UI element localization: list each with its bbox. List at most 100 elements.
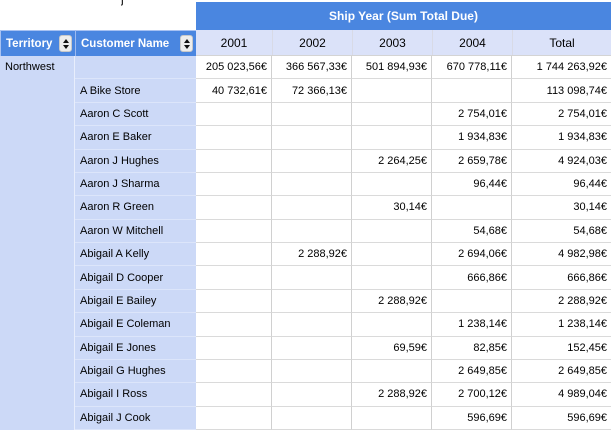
value-cell: 96,44€ — [512, 172, 611, 197]
value-cell — [196, 359, 272, 384]
sort-icon[interactable] — [180, 35, 193, 52]
clipped-text-artifact: j — [121, 0, 129, 6]
value-cell: 96,44€ — [432, 172, 512, 197]
value-cell: 54,68€ — [512, 219, 611, 243]
value-cell: 4 989,04€ — [512, 383, 611, 407]
table-row: Aaron C Scott 2 754,01€ 2 754,01€ — [75, 102, 611, 127]
value-cell: 30,14€ — [512, 196, 611, 220]
territory-value: Northwest — [5, 61, 55, 73]
table-row: Aaron R Green 30,14€ 30,14€ — [75, 196, 611, 220]
value-cell: 1 238,14€ — [512, 313, 611, 337]
value-cell — [272, 196, 352, 220]
value-cell — [272, 359, 352, 384]
value-cell: 2 264,25€ — [352, 149, 432, 173]
year-header-2001[interactable]: 2001 — [220, 35, 248, 50]
value-cell — [196, 313, 272, 337]
customer-cell: Abigail D Cooper — [75, 266, 196, 290]
rows: 205 023,56€ 366 567,33€ 501 894,93€ 670 778… — [75, 56, 611, 430]
customer-cell: Aaron E Baker — [75, 126, 196, 150]
value-cell: 2 288,92€ — [352, 289, 432, 314]
value-cell — [196, 289, 272, 314]
value-cell — [272, 126, 352, 150]
table-row: Abigail E Coleman 1 238,14€ 1 238,14€ — [75, 313, 611, 337]
value-cell: 205 023,56€ — [196, 56, 272, 80]
year-header-2004[interactable]: 2004 — [432, 30, 512, 55]
value-cell — [196, 102, 272, 127]
year-header-2002[interactable]: 2002 — [272, 30, 352, 55]
customer-cell: Abigail E Coleman — [75, 313, 196, 337]
value-cell — [196, 219, 272, 243]
year-header-total[interactable]: Total — [512, 30, 611, 55]
value-cell — [432, 196, 512, 220]
value-cell — [352, 172, 432, 197]
value-cell: 666,86€ — [432, 266, 512, 290]
value-cell — [272, 383, 352, 407]
customer-cell: Abigail G Hughes — [75, 359, 196, 384]
value-cell: 4 982,98€ — [512, 243, 611, 267]
value-cell: 1 744 263,92€ — [512, 56, 611, 80]
value-cell — [352, 313, 432, 337]
value-cell: 2 694,06€ — [432, 243, 512, 267]
sort-up-arrow-icon — [183, 38, 190, 43]
value-cell — [432, 79, 512, 103]
value-cell: 69,59€ — [352, 336, 432, 360]
value-cell — [352, 243, 432, 267]
year-header-row: 2001 2002 2003 2004 Total — [196, 30, 611, 56]
value-cell: 666,86€ — [512, 266, 611, 290]
customer-cell: Aaron J Hughes — [75, 149, 196, 173]
value-cell — [272, 172, 352, 197]
value-cell — [272, 289, 352, 314]
customer-cell: Abigail J Cook — [75, 406, 196, 430]
value-cell — [196, 243, 272, 267]
value-cell: 366 567,33€ — [272, 56, 352, 80]
value-cell — [272, 149, 352, 173]
ship-year-group-header[interactable]: Ship Year (Sum Total Due) — [196, 2, 611, 30]
year-header-2003[interactable]: 2003 — [352, 30, 432, 55]
table-row: Abigail D Cooper 666,86€ 666,86€ — [75, 266, 611, 290]
table-row: Aaron E Baker 1 934,83€ 1 934,83€ — [75, 126, 611, 150]
territory-header-label: Territory — [6, 37, 53, 50]
value-cell — [272, 219, 352, 243]
customer-cell: Aaron R Green — [75, 196, 196, 220]
value-cell: 4 924,03€ — [512, 149, 611, 173]
value-cell: 2 649,85€ — [432, 359, 512, 384]
sort-up-arrow-icon — [62, 38, 69, 43]
value-cell — [196, 126, 272, 150]
value-cell: 670 778,11€ — [432, 56, 512, 80]
customer-name-header-label: Customer Name — [81, 37, 170, 50]
territory-column: Northwest — [0, 56, 75, 430]
customer-cell: Aaron J Sharma — [75, 172, 196, 197]
customer-cell: Abigail E Jones — [75, 336, 196, 360]
value-cell — [196, 149, 272, 173]
value-cell: 596,69€ — [512, 406, 611, 430]
value-cell — [432, 289, 512, 314]
value-cell — [352, 126, 432, 150]
value-cell: 113 098,74€ — [512, 79, 611, 103]
value-cell — [196, 266, 272, 290]
sort-icon[interactable] — [59, 35, 72, 52]
value-cell: 40 732,61€ — [196, 79, 272, 103]
table-row: Abigail E Jones 69,59€ 82,85€ 152,45€ — [75, 336, 611, 360]
value-cell: 2 659,78€ — [432, 149, 512, 173]
table-row: Aaron J Sharma 96,44€ 96,44€ — [75, 172, 611, 197]
value-cell: 2 649,85€ — [512, 359, 611, 384]
value-cell — [196, 196, 272, 220]
value-cell — [196, 172, 272, 197]
value-cell: 2 754,01€ — [432, 102, 512, 127]
value-cell — [352, 359, 432, 384]
sort-down-arrow-icon — [183, 44, 190, 49]
customer-cell — [75, 56, 196, 80]
value-cell — [352, 102, 432, 127]
value-cell: 82,85€ — [432, 336, 512, 360]
table-row: Abigail I Ross 2 288,92€ 2 700,12€ 4 989,04… — [75, 383, 611, 407]
customer-cell: Aaron W Mitchell — [75, 219, 196, 243]
value-cell — [352, 79, 432, 103]
value-cell: 501 894,93€ — [352, 56, 432, 80]
value-cell: 1 934,83€ — [432, 126, 512, 150]
table-row: Abigail G Hughes 2 649,85€ 2 649,85€ — [75, 359, 611, 384]
territory-column-header[interactable]: Territory — [0, 30, 75, 56]
customer-cell: A Bike Store — [75, 79, 196, 103]
customer-name-column-header[interactable]: Customer Name — [75, 30, 196, 56]
value-cell: 1 238,14€ — [432, 313, 512, 337]
